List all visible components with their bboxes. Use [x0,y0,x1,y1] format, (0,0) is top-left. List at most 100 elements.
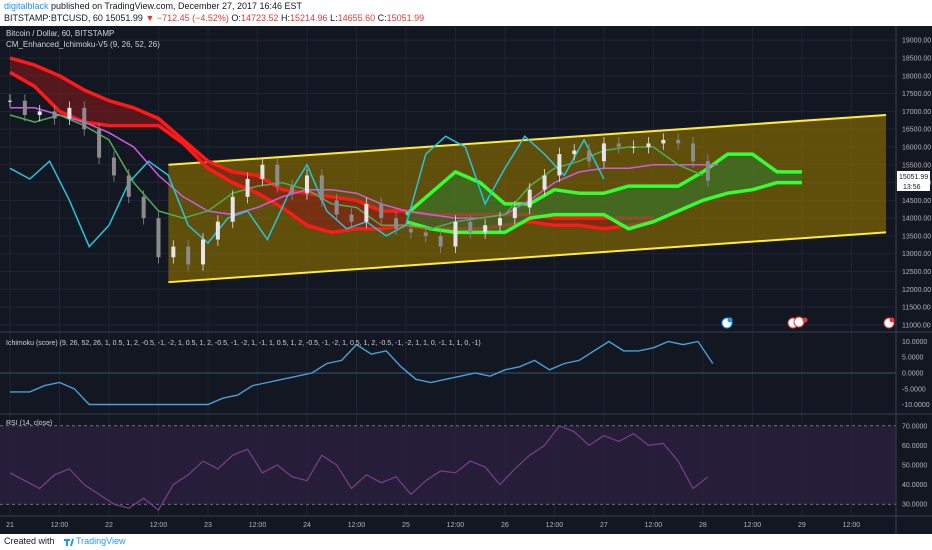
rsi-band-fill [0,425,896,505]
candle-body [572,150,577,155]
time-tick-label: 12:00 [249,522,267,529]
candle-body [408,228,413,233]
last-price: 15051.99 [105,13,143,23]
time-tick-label: 12:00 [546,522,564,529]
candle-body [468,221,473,233]
open-label: O: [231,13,241,23]
time-tick-label: 12:00 [843,522,861,529]
price-tick-label: 17500.00 [902,91,931,98]
candle-body [8,100,12,102]
rsi-tick-label: 60.0000 [902,443,927,450]
ohlc-line: BITSTAMP:BTCUSD, 60 15051.99 ▼ −712.45 (… [4,13,424,23]
price-pane [8,56,887,284]
tradingview-logo-icon [64,539,74,546]
rsi-line [9,425,709,512]
candle-body [646,143,651,147]
low-label: L: [330,13,338,23]
price-tick-label: 14000.00 [902,216,931,223]
author-link[interactable]: digitalblack [4,1,49,11]
candle-body [497,218,502,226]
candle-body [82,107,87,130]
indicator-title: CM_Enhanced_Ichimoku-V5 (9, 26, 52, 26) [6,40,160,49]
price-tick-label: 17000.00 [902,109,931,116]
candle-body [601,143,606,162]
candle-body [171,246,176,258]
bearish-cloud-span-b [9,70,654,235]
candle-body [52,111,57,119]
candle-body [319,175,324,201]
candle-body [334,200,339,215]
score-tick-label: 5.0000 [902,355,924,362]
candle-body [483,225,488,233]
candle-body [527,189,532,208]
footer: Created with TradingView [0,534,932,550]
time-badge-text: 13:56 [903,184,921,191]
time-tick-label: 12:00 [645,522,663,529]
candle-body [304,175,309,194]
high-label: H: [281,13,290,23]
price-tick-label: 12000.00 [902,287,931,294]
candle-body [423,232,428,236]
axes: 21 12:00 22 12:00 23 12:00 24 12:00 25 12:00 26 12:… [6,38,931,529]
candle-body [126,175,131,197]
price-tick-label: 13500.00 [902,233,931,240]
time-tick-label: 28 [699,522,707,529]
time-tick-label: 27 [600,522,608,529]
candle-body [379,203,384,219]
publish-line: digitalblack published on TradingView.co… [4,1,302,11]
price-badge-text: 15051.99 [899,174,928,181]
candle-body [676,139,681,144]
score-pane-title: Ichimoku (score) (9, 26, 52, 26, 1, 0.5,… [6,340,481,347]
price-tick-label: 16500.00 [902,127,931,134]
candle-body [290,186,295,194]
candle-body [631,146,636,148]
candle-body [186,246,191,265]
time-badge [897,181,930,191]
time-tick-label: 12:00 [447,522,465,529]
candle-body [22,100,27,115]
channel-lower-line [168,231,887,284]
candle-body [230,196,235,222]
candle-body [557,154,562,176]
chart-canvas[interactable]: 21 12:00 22 12:00 23 12:00 24 12:00 25 12:00 26 12:… [0,26,932,534]
open-value: 14723.52 [240,13,279,23]
rsi-tick-label: 40.0000 [902,482,927,489]
time-tick-label: 21 [6,522,14,529]
candle-body [141,196,146,219]
close-label: C: [377,13,387,23]
candle-body [37,111,42,115]
candle-body [661,139,666,144]
event-flag-icon[interactable] [883,317,895,329]
event-flag-icon[interactable] [721,317,733,329]
price-tick-label: 13000.00 [902,251,931,258]
score-pane [0,340,896,406]
price-tick-label: 11000.00 [902,322,931,329]
channel-fill [168,114,887,283]
created-with-text: Created with [4,536,55,546]
rsi-tick-label: 50.0000 [902,463,927,470]
candle-body [156,218,161,258]
price-tick-label: 14500.00 [902,198,931,205]
price-pane-title: Bitcoin / Dollar, 60, BITSTAMP [6,29,114,38]
event-flag-icon[interactable] [787,316,808,329]
time-tick-label: 12:00 [744,522,762,529]
publish-header: digitalblack published on TradingView.co… [0,0,932,26]
time-tick-label: 29 [798,522,806,529]
candle-body [260,164,265,179]
score-tick-label: -5.0000 [902,386,926,393]
price-tick-label: 12500.00 [902,269,931,276]
candle-body [705,161,710,181]
candle-body [394,218,399,229]
candle-body [364,203,369,222]
candle-body [616,143,621,147]
time-tick-label: 12:00 [348,522,366,529]
published-text: published on TradingView.com, December 2… [51,1,303,11]
tradingview-link[interactable]: TradingView [76,536,126,546]
candle-body [587,150,592,162]
rsi-pane-title: RSI (14, close) [6,420,52,427]
candle-body [97,129,102,158]
score-line [10,340,714,406]
candle-body [691,143,696,162]
price-tick-label: 19000.00 [902,38,931,45]
candle-body [512,207,517,219]
